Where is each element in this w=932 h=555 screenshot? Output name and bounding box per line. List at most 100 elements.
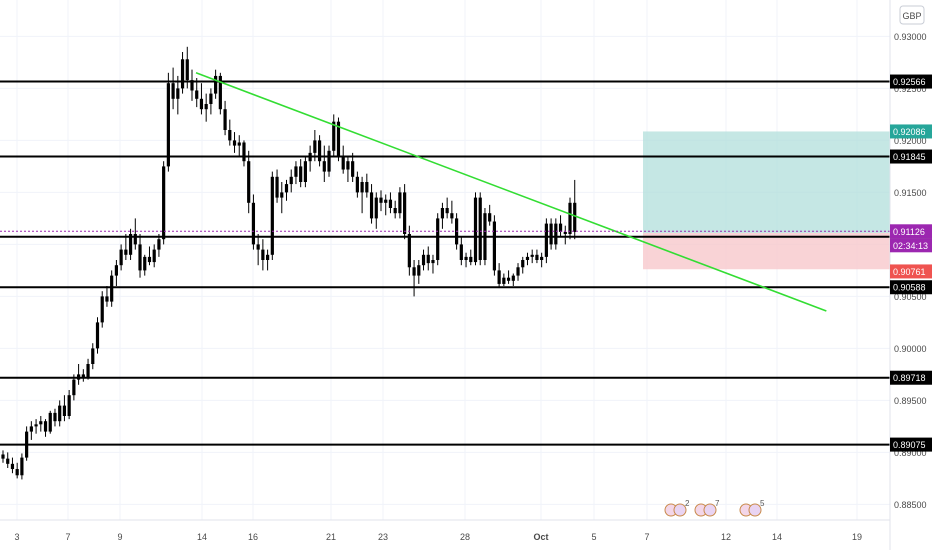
candle[interactable]	[86, 358, 90, 380]
candle[interactable]	[573, 179, 577, 240]
candle[interactable]	[284, 179, 289, 201]
candle[interactable]	[204, 93, 208, 122]
candle[interactable]	[25, 426, 29, 461]
candle[interactable]	[365, 173, 369, 198]
candle[interactable]	[492, 215, 496, 276]
candle[interactable]	[6, 452, 10, 468]
candle[interactable]	[440, 202, 445, 229]
candle[interactable]	[228, 119, 232, 146]
candle[interactable]	[525, 252, 530, 266]
candle[interactable]	[237, 135, 241, 156]
candle[interactable]	[540, 252, 544, 268]
candle[interactable]	[488, 204, 492, 226]
currency-button[interactable]: GBP	[899, 5, 925, 25]
candle[interactable]	[195, 78, 199, 108]
candle[interactable]	[124, 234, 128, 260]
candle[interactable]	[100, 291, 104, 328]
candle[interactable]	[180, 52, 185, 94]
candle[interactable]	[34, 419, 38, 434]
candle[interactable]	[91, 343, 95, 370]
candle[interactable]	[558, 215, 563, 237]
candle[interactable]	[355, 171, 359, 198]
candle[interactable]	[554, 218, 558, 250]
candle[interactable]	[280, 182, 284, 214]
candle[interactable]	[506, 270, 511, 284]
candle[interactable]	[29, 421, 33, 440]
candle[interactable]	[313, 130, 317, 162]
candle[interactable]	[67, 390, 71, 420]
candle[interactable]	[299, 159, 303, 188]
candle[interactable]	[15, 462, 19, 479]
candle[interactable]	[398, 187, 402, 219]
candle[interactable]	[176, 75, 180, 115]
candle[interactable]	[289, 169, 293, 193]
candle[interactable]	[478, 192, 482, 266]
candle[interactable]	[247, 150, 251, 214]
event-marker[interactable]: 5	[739, 499, 765, 517]
candle[interactable]	[530, 249, 534, 264]
candle[interactable]	[436, 213, 440, 266]
candle[interactable]	[147, 246, 152, 266]
candle[interactable]	[10, 457, 15, 474]
candle[interactable]	[110, 270, 114, 307]
candle[interactable]	[473, 192, 478, 266]
candle[interactable]	[214, 69, 218, 99]
candle[interactable]	[143, 254, 147, 276]
candle[interactable]	[327, 145, 331, 177]
candle[interactable]	[497, 263, 501, 289]
candle[interactable]	[261, 239, 265, 271]
candle[interactable]	[95, 317, 100, 354]
candle[interactable]	[294, 161, 298, 185]
candle[interactable]	[417, 260, 421, 284]
candle[interactable]	[450, 200, 454, 224]
candle[interactable]	[464, 252, 468, 268]
candle[interactable]	[53, 408, 57, 427]
candle[interactable]	[1, 450, 5, 463]
event-markers[interactable]: 2 7 5	[664, 499, 765, 517]
candle[interactable]	[275, 169, 279, 203]
candle[interactable]	[521, 256, 525, 274]
candle[interactable]	[171, 67, 175, 110]
candle[interactable]	[242, 140, 246, 167]
candle[interactable]	[412, 260, 416, 297]
candle[interactable]	[72, 374, 76, 401]
candle[interactable]	[544, 218, 548, 264]
candle[interactable]	[251, 194, 256, 250]
candle[interactable]	[270, 171, 274, 260]
candle[interactable]	[379, 190, 383, 212]
candle[interactable]	[308, 145, 312, 172]
event-marker[interactable]: 2	[664, 499, 690, 517]
candle[interactable]	[563, 225, 567, 245]
candle[interactable]	[105, 286, 109, 307]
candle[interactable]	[369, 184, 374, 224]
candle[interactable]	[48, 410, 52, 434]
candle[interactable]	[199, 83, 204, 115]
candle[interactable]	[128, 228, 133, 260]
candle[interactable]	[336, 117, 341, 162]
candle[interactable]	[166, 72, 170, 172]
candle[interactable]	[511, 273, 515, 286]
candle[interactable]	[483, 208, 487, 266]
candles[interactable]	[1, 46, 577, 480]
candle[interactable]	[218, 72, 222, 115]
candle[interactable]	[421, 249, 426, 271]
candle[interactable]	[62, 395, 67, 422]
candle[interactable]	[549, 218, 553, 250]
candle[interactable]	[535, 249, 539, 264]
candle[interactable]	[81, 369, 85, 382]
candle[interactable]	[346, 156, 350, 182]
candle[interactable]	[445, 197, 449, 219]
candle[interactable]	[332, 114, 336, 156]
candle[interactable]	[185, 46, 189, 89]
candle[interactable]	[431, 254, 435, 274]
candle[interactable]	[469, 249, 473, 266]
candle[interactable]	[232, 132, 237, 153]
candle[interactable]	[162, 161, 166, 245]
candle[interactable]	[388, 192, 393, 214]
candle[interactable]	[209, 88, 213, 115]
candle[interactable]	[459, 236, 463, 266]
candle[interactable]	[516, 263, 520, 281]
candle[interactable]	[20, 453, 24, 480]
candle[interactable]	[152, 244, 156, 268]
candle[interactable]	[341, 145, 345, 174]
